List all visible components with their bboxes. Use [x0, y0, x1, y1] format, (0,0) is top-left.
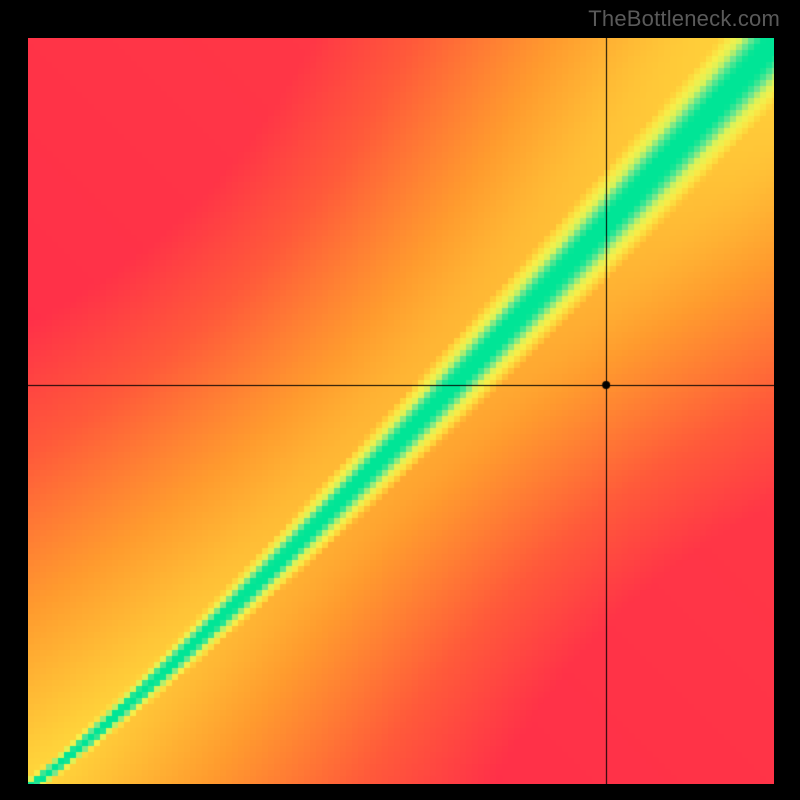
- chart-container: TheBottleneck.com: [0, 0, 800, 800]
- bottleneck-heatmap: [28, 38, 774, 784]
- watermark-text: TheBottleneck.com: [588, 6, 780, 32]
